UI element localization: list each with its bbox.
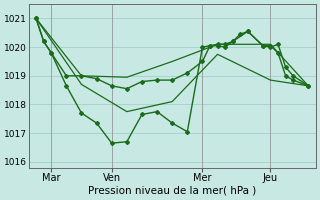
X-axis label: Pression niveau de la mer( hPa ): Pression niveau de la mer( hPa ) [88,186,256,196]
